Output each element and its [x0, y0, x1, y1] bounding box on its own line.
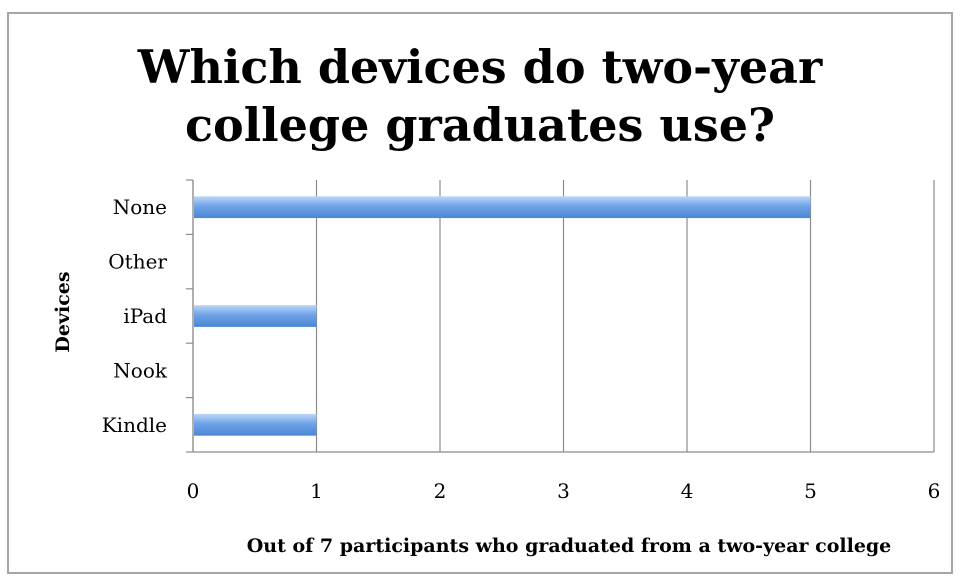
y-axis-title: Devices: [52, 271, 74, 352]
x-axis-title: Out of 7 participants who graduated from…: [247, 535, 892, 557]
y-tick-label: Kindle: [102, 413, 167, 437]
x-tick-label: 6: [928, 479, 941, 503]
x-tick-label: 4: [681, 479, 694, 503]
x-tick-label: 2: [434, 479, 447, 503]
chart-title: Which devices do two-year college gradua…: [0, 38, 960, 154]
chart-title-line-2: college graduates use?: [185, 98, 775, 152]
bar-kindle: [194, 413, 317, 436]
bar-none: [194, 196, 811, 219]
x-tick-label: 3: [557, 479, 570, 503]
y-tick-label: Other: [108, 250, 167, 274]
y-tick-label: iPad: [123, 304, 167, 328]
y-tick-label: Nook: [113, 358, 168, 382]
chart-frame: [7, 12, 953, 574]
x-tick-label: 1: [310, 479, 323, 503]
bar-ipad: [194, 305, 317, 327]
x-tick-label: 5: [804, 479, 817, 503]
x-tick-label: 0: [187, 479, 200, 503]
chart-title-line-1: Which devices do two-year: [137, 40, 823, 94]
y-tick-label: None: [113, 195, 167, 219]
